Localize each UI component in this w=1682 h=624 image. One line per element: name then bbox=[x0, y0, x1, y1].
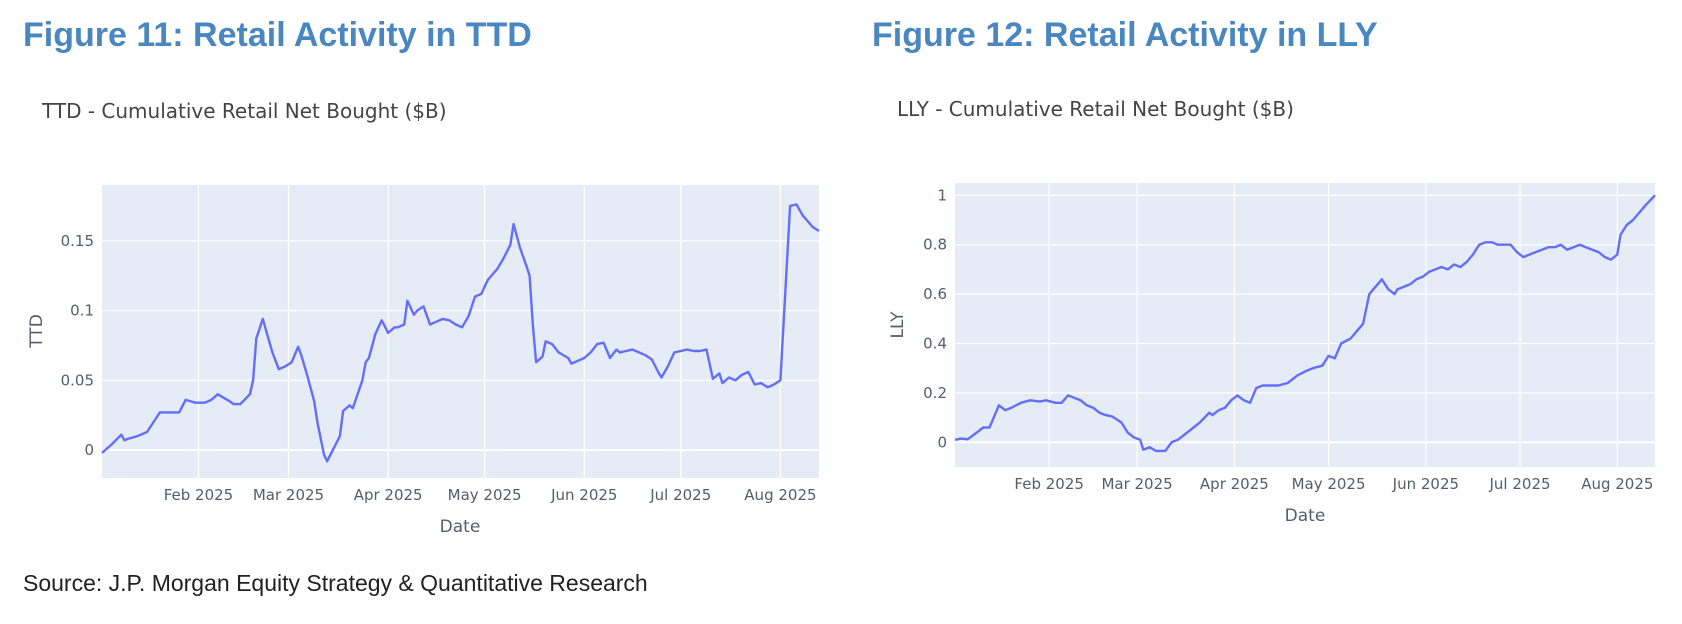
plot-area bbox=[955, 183, 1655, 467]
y-tick-label: 1 bbox=[937, 186, 947, 204]
y-tick-label: 0.8 bbox=[923, 236, 947, 254]
x-tick-label: Mar 2025 bbox=[253, 486, 324, 504]
ttd-chart: TTD - Cumulative Retail Net Bought ($B) … bbox=[27, 99, 820, 537]
x-tick-label: Jul 2025 bbox=[649, 486, 711, 504]
x-tick-label: Feb 2025 bbox=[164, 486, 234, 504]
y-tick-label: 0 bbox=[84, 441, 94, 459]
series-line bbox=[954, 194, 1656, 453]
plot-area bbox=[102, 185, 819, 478]
y-tick-label: 0.6 bbox=[923, 285, 947, 303]
x-tick-label: Jun 2025 bbox=[550, 486, 617, 504]
x-axis-title: Date bbox=[1285, 506, 1326, 526]
x-tick-label: Aug 2025 bbox=[744, 486, 816, 504]
x-tick-label: Feb 2025 bbox=[1014, 475, 1084, 493]
source-note: Source: J.P. Morgan Equity Strategy & Qu… bbox=[23, 570, 648, 596]
figure-11-title: Figure 11: Retail Activity in TTD bbox=[23, 16, 532, 54]
chart-title: TTD - Cumulative Retail Net Bought ($B) bbox=[41, 99, 447, 123]
x-axis-title: Date bbox=[440, 517, 481, 537]
x-tick-label: Jul 2025 bbox=[1488, 475, 1550, 493]
x-tick-label: May 2025 bbox=[1292, 475, 1366, 493]
x-tick-label: Jun 2025 bbox=[1392, 475, 1459, 493]
y-tick-label: 0.4 bbox=[923, 335, 947, 353]
figure-12-title: Figure 12: Retail Activity in LLY bbox=[872, 16, 1378, 54]
y-tick-label: 0.1 bbox=[70, 302, 94, 320]
series-line bbox=[101, 203, 820, 463]
x-tick-label: Aug 2025 bbox=[1581, 475, 1653, 493]
x-tick-label: May 2025 bbox=[448, 486, 522, 504]
y-tick-label: 0.15 bbox=[61, 232, 94, 250]
y-tick-label: 0 bbox=[937, 433, 947, 451]
x-tick-label: Apr 2025 bbox=[354, 486, 423, 504]
lly-chart: LLY - Cumulative Retail Net Bought ($B) … bbox=[888, 97, 1656, 526]
y-tick-label: 0.2 bbox=[923, 384, 947, 402]
x-tick-label: Mar 2025 bbox=[1101, 475, 1172, 493]
y-tick-label: 0.05 bbox=[61, 371, 94, 389]
chart-title: LLY - Cumulative Retail Net Bought ($B) bbox=[897, 97, 1294, 121]
x-tick-label: Apr 2025 bbox=[1200, 475, 1269, 493]
y-axis-title: LLY bbox=[888, 311, 908, 339]
y-axis-title: TTD bbox=[27, 314, 47, 349]
